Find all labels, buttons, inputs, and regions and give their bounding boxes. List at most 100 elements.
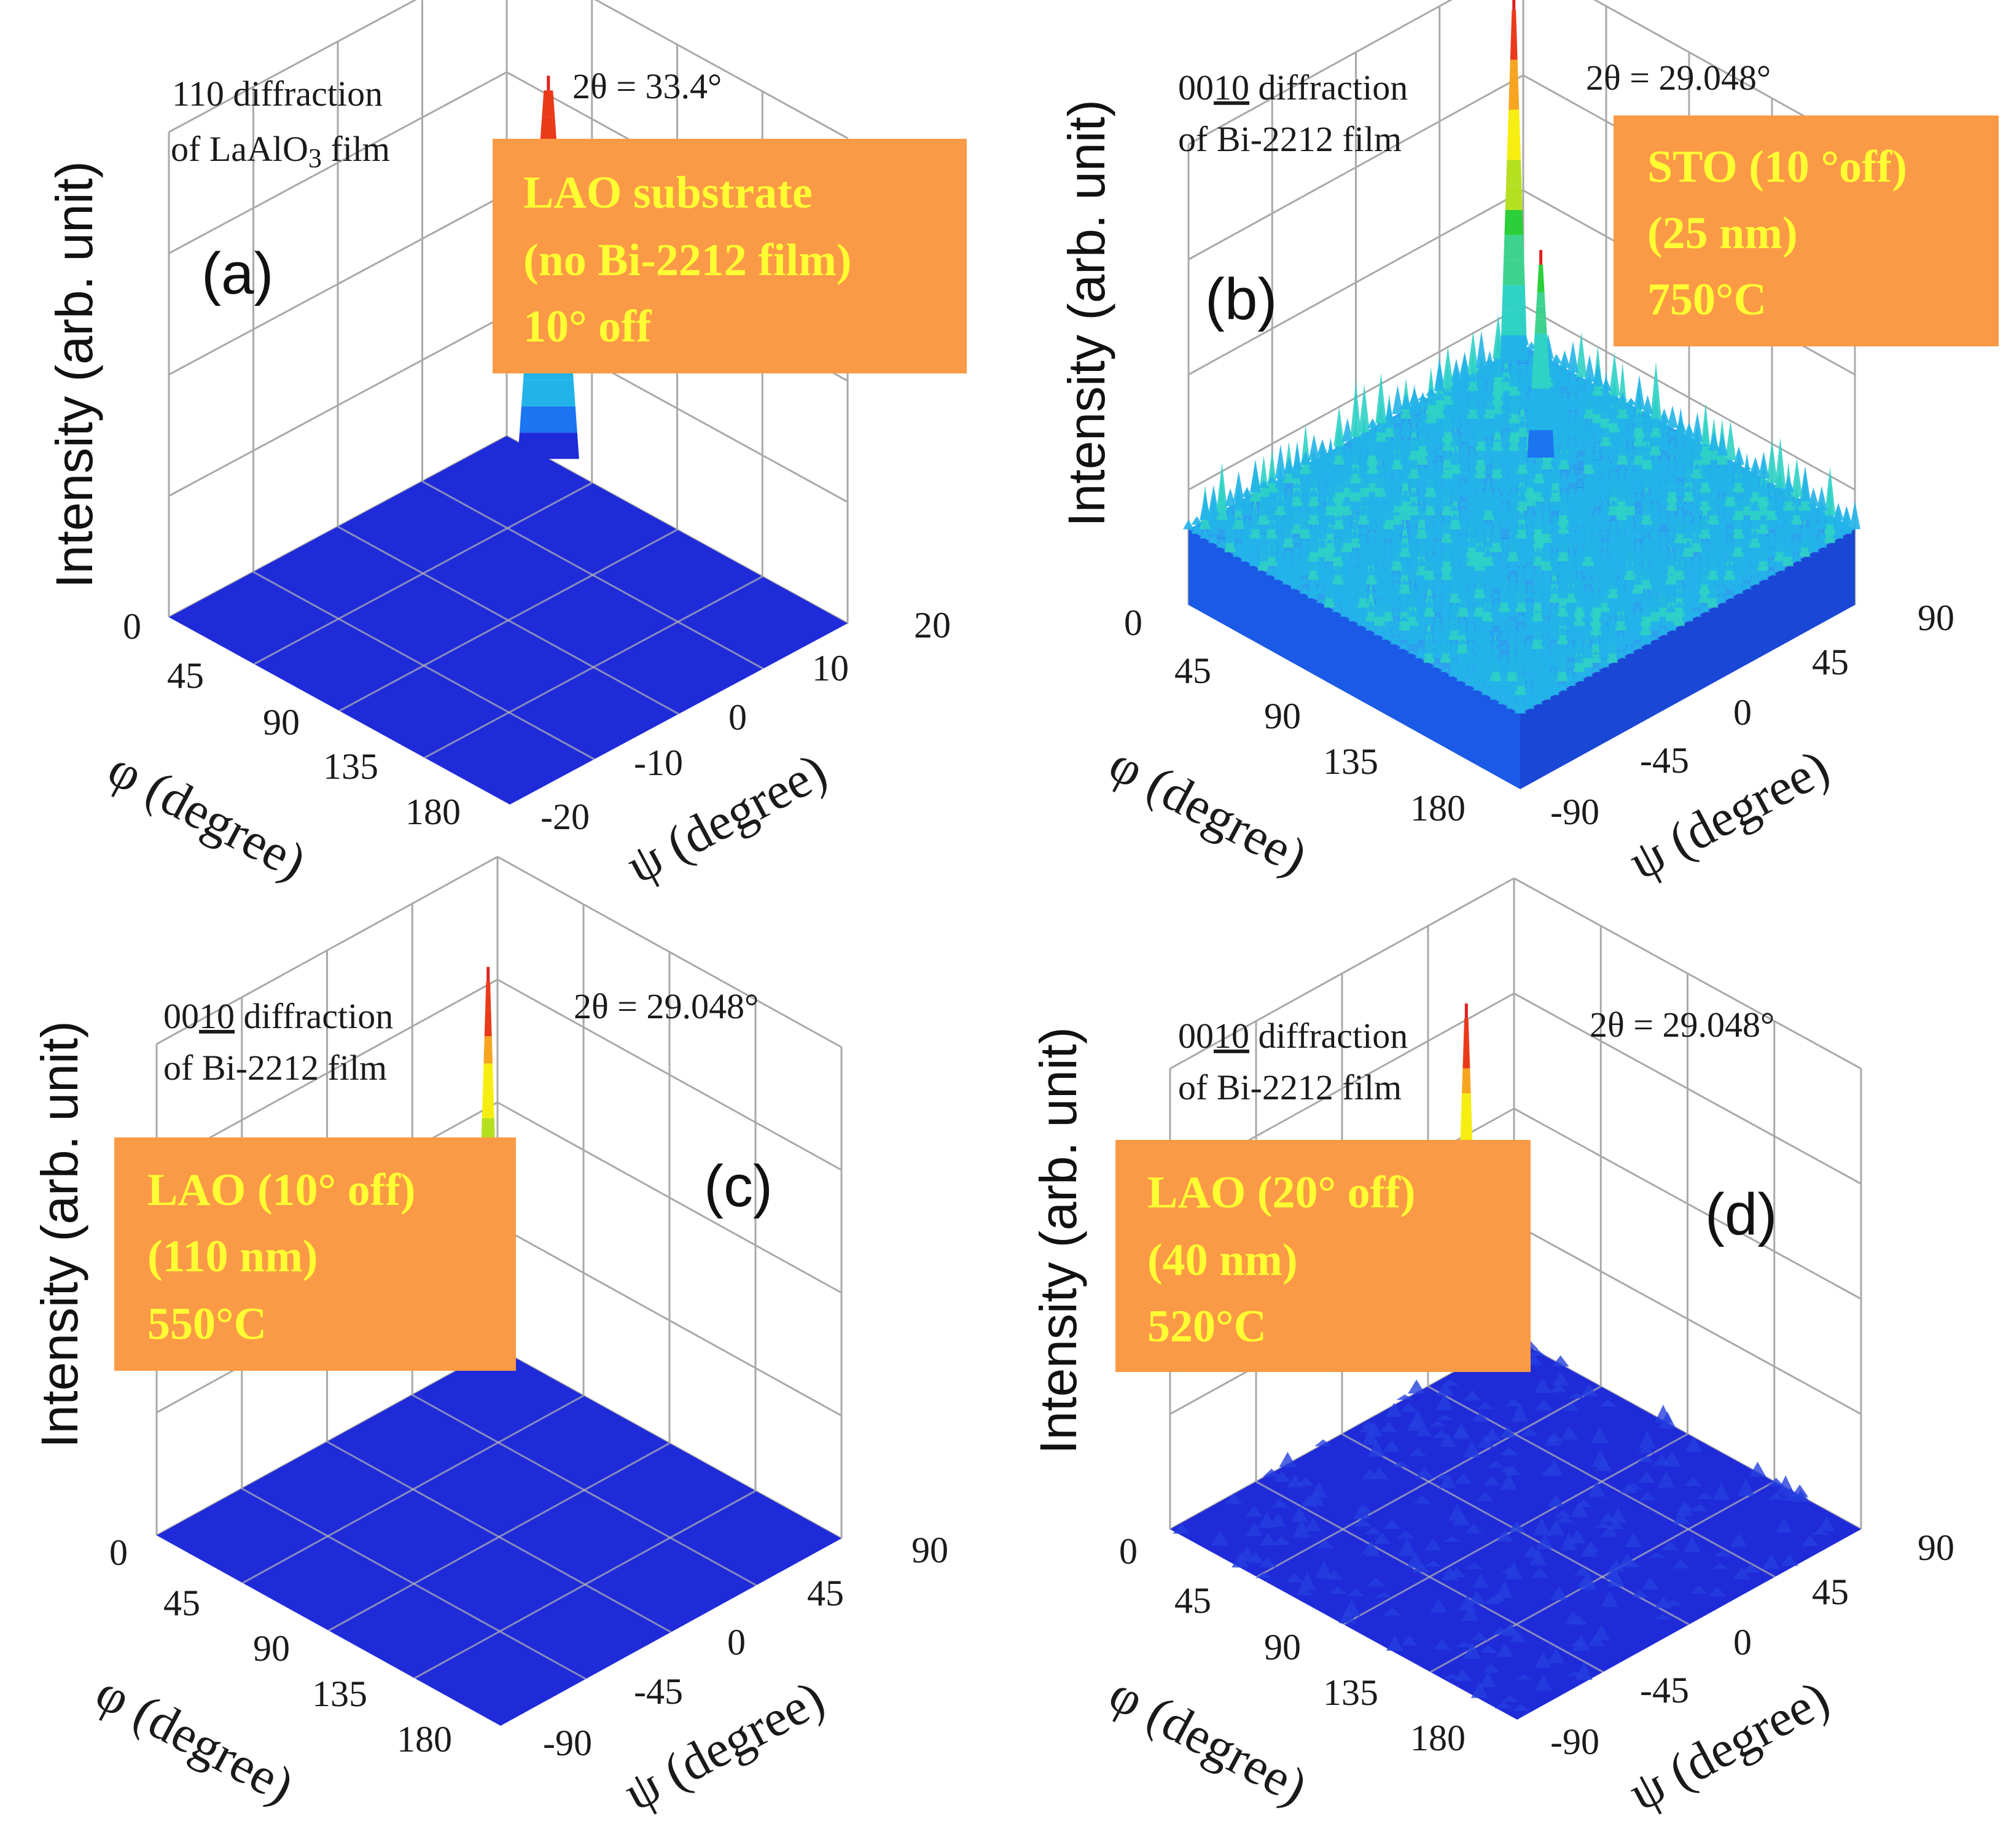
- surface-spike: [1567, 341, 1579, 373]
- surface-spike: [1633, 540, 1644, 548]
- surface-spike: [1566, 465, 1578, 483]
- surface-spike: [1524, 531, 1536, 544]
- floor-grid-line: [424, 575, 763, 759]
- surface-spike: [1423, 635, 1435, 654]
- surface-spike: [1440, 667, 1451, 673]
- surface-spike: [1367, 440, 1378, 456]
- surface-spike: [1631, 623, 1643, 640]
- surface-spike: [1383, 434, 1395, 446]
- surface-spike: [1524, 520, 1536, 534]
- surface-spike: [1408, 435, 1420, 451]
- surface-spike: [1191, 516, 1203, 525]
- surface-spike: [1490, 600, 1502, 608]
- surface-spike: [1479, 1671, 1497, 1688]
- surface-spike: [1607, 520, 1619, 534]
- surface-spike: [1591, 471, 1603, 488]
- surface-spike: [1483, 450, 1495, 465]
- surface-spike: [1642, 407, 1653, 424]
- surface-spike: [1615, 648, 1626, 658]
- surface-spike: [1300, 495, 1311, 511]
- surface-spike: [1565, 645, 1577, 649]
- surface-spike: [1492, 439, 1503, 442]
- surface-spike: [1599, 528, 1610, 539]
- surface-spike: [1631, 1589, 1649, 1598]
- surface-spike: [1632, 571, 1644, 585]
- surface-spike: [1465, 665, 1477, 677]
- surface-spike: [1477, 1402, 1494, 1409]
- surface-spike: [1532, 610, 1544, 612]
- surface-spike: [1624, 556, 1636, 571]
- surface-spike: [1790, 552, 1802, 562]
- surface-spike: [1714, 1550, 1731, 1556]
- surface-spike: [1609, 1507, 1627, 1524]
- surface-spike: [1391, 578, 1402, 590]
- surface-spike: [1666, 524, 1677, 539]
- surface-spike: [1609, 402, 1620, 415]
- surface-spike: [1274, 507, 1286, 525]
- surface-spike: [1781, 1554, 1798, 1566]
- surface-spike: [1442, 467, 1453, 470]
- surface-spike: [1423, 634, 1435, 645]
- surface-spike: [1465, 1562, 1483, 1569]
- surface-spike: [1507, 553, 1519, 571]
- surface-spike: [1676, 1502, 1694, 1511]
- surface-spike: [1316, 1540, 1334, 1548]
- surface-spike: [1325, 472, 1337, 488]
- surface-spike: [1350, 466, 1361, 474]
- surface-spike: [1608, 445, 1620, 461]
- surface-spike: [1715, 593, 1727, 603]
- surface-spike: [1300, 450, 1311, 465]
- surface-spike: [1398, 1537, 1416, 1556]
- surface-spike: [1307, 568, 1319, 599]
- surface-spike: [1625, 451, 1636, 461]
- surface-spike: [1233, 527, 1244, 539]
- surface-spike: [1683, 460, 1695, 474]
- surface-spike: [1494, 1702, 1512, 1709]
- surface-spike: [1666, 574, 1677, 575]
- surface-spike: [1674, 483, 1686, 497]
- surface-spike: [1600, 456, 1611, 465]
- surface-spike: [1391, 532, 1402, 544]
- surface-spike: [1591, 529, 1602, 544]
- panel-d-psi-tick-45: 45: [1812, 1572, 1849, 1612]
- surface-spike: [1392, 425, 1403, 433]
- surface-spike: [1540, 1467, 1558, 1476]
- surface-spike: [1799, 527, 1811, 529]
- panel-a: 110 diffraction of LaAlO3 film 2θ = 33.4…: [45, 0, 967, 895]
- peak-band: [1507, 135, 1521, 160]
- surface-spike: [1449, 521, 1461, 539]
- surface-spike: [1274, 536, 1286, 553]
- surface-spike: [1549, 524, 1561, 539]
- surface-spike: [1459, 392, 1470, 405]
- peak-band: [484, 1008, 492, 1037]
- surface-spike: [1299, 586, 1310, 594]
- surface-spike: [1523, 687, 1534, 691]
- surface-spike: [1273, 1536, 1290, 1545]
- surface-spike: [1532, 547, 1544, 557]
- surface-spike: [1499, 587, 1510, 603]
- surface-spike: [1609, 353, 1620, 396]
- surface-spike: [1749, 474, 1761, 493]
- surface-spike: [1675, 416, 1687, 433]
- panel-b-psi-tick-0: 0: [1733, 692, 1752, 733]
- surface-spike: [1549, 516, 1561, 520]
- surface-spike: [1501, 1695, 1519, 1702]
- surface-spike: [1498, 650, 1510, 686]
- surface-spike: [1343, 1599, 1360, 1616]
- surface-spike: [1591, 518, 1602, 534]
- panel-c-title-line2: of Bi-2212 film: [163, 1048, 387, 1088]
- surface-spike: [1650, 362, 1661, 419]
- surface-spike: [1283, 494, 1295, 502]
- surface-spike: [1499, 543, 1510, 557]
- surface-spike: [1532, 497, 1544, 529]
- surface-spike: [1463, 1389, 1481, 1401]
- surface-spike: [1516, 484, 1528, 493]
- surface-spike: [1625, 429, 1637, 433]
- surface-spike: [1241, 518, 1252, 525]
- surface-spike: [1765, 570, 1777, 575]
- surface-spike: [1674, 510, 1686, 525]
- surface-spike: [1475, 486, 1486, 497]
- surface-spike: [1441, 511, 1453, 525]
- peak-band: [1537, 264, 1544, 279]
- surface-spike: [1324, 560, 1335, 571]
